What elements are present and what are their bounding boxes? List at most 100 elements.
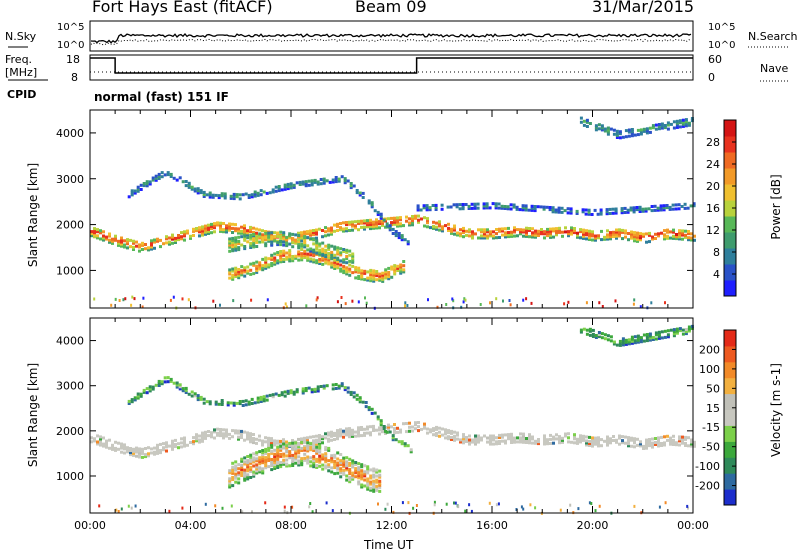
data-cell: [426, 225, 429, 229]
data-cell: [129, 449, 132, 452]
data-cell: [426, 217, 429, 221]
data-cell: [318, 442, 321, 446]
data-cell: [657, 232, 660, 236]
data-cell: [567, 232, 570, 236]
data-cell: [381, 273, 385, 277]
data-cell: [672, 438, 675, 442]
data-cell: [363, 219, 366, 223]
data-cell: [555, 433, 558, 437]
data-cell: [270, 451, 274, 455]
data-cell: [339, 430, 342, 434]
data-cell: [549, 437, 552, 441]
data-cell: [558, 230, 561, 234]
data-cell: [334, 180, 338, 184]
data-cell: [276, 451, 280, 455]
data-cell: [453, 501, 455, 505]
data-cell: [292, 185, 296, 189]
data-cell: [414, 421, 417, 425]
data-cell: [267, 233, 271, 237]
data-cell: [567, 230, 570, 234]
data-cell: [588, 229, 591, 233]
data-cell: [255, 260, 259, 264]
cpid-label: CPID: [7, 88, 37, 101]
data-cell: [659, 208, 663, 212]
data-cell: [207, 229, 210, 233]
data-cell: [240, 433, 243, 437]
data-cell: [585, 435, 588, 439]
data-cell: [300, 463, 304, 467]
data-cell: [399, 222, 402, 226]
data-cell: [195, 439, 198, 443]
data-cell: [234, 460, 238, 464]
data-cell: [232, 197, 236, 201]
data-cell: [555, 231, 558, 235]
colorbar-segment: [724, 457, 736, 474]
data-cell: [312, 465, 316, 469]
data-cell: [636, 336, 640, 340]
data-cell: [156, 447, 159, 451]
data-cell: [230, 504, 233, 508]
data-cell: [552, 229, 555, 233]
data-cell: [639, 132, 643, 136]
data-cell: [423, 224, 426, 228]
data-cell: [237, 246, 241, 250]
data-cell: [366, 219, 369, 223]
data-cell: [591, 232, 594, 236]
data-cell: [633, 231, 636, 235]
data-cell: [243, 270, 247, 274]
data-cell: [357, 266, 361, 270]
data-cell: [333, 455, 337, 459]
data-cell: [288, 253, 292, 257]
data-cell: [627, 232, 630, 235]
data-cell: [498, 229, 501, 233]
data-cell: [201, 433, 204, 437]
data-cell: [569, 207, 573, 211]
data-cell: [516, 234, 519, 238]
data-cell: [336, 252, 340, 256]
data-cell: [375, 428, 378, 432]
data-cell: [597, 442, 600, 446]
data-cell: [354, 463, 358, 466]
data-cell: [294, 254, 298, 258]
data-cell: [552, 435, 555, 439]
data-cell: [228, 485, 232, 489]
data-cell: [282, 446, 286, 450]
data-cell: [243, 247, 247, 251]
data-cell: [312, 435, 315, 439]
data-cell: [321, 262, 325, 266]
data-cell: [582, 434, 585, 438]
data-cell: [467, 204, 471, 208]
data-cell: [264, 242, 268, 246]
data-cell: [345, 223, 348, 227]
data-cell: [561, 440, 564, 444]
data-cell: [393, 266, 397, 270]
data-cell: [494, 206, 498, 210]
data-cell: [656, 208, 660, 212]
data-cell: [579, 438, 582, 442]
data-cell: [204, 434, 207, 438]
data-cell: [675, 331, 679, 335]
data-cell: [279, 461, 283, 464]
data-cell: [351, 434, 354, 438]
data-cell: [405, 215, 408, 219]
data-cell: [394, 230, 398, 233]
data-cell: [357, 466, 361, 470]
data-cell: [510, 232, 513, 236]
data-cell: [231, 245, 235, 249]
data-cell: [480, 436, 483, 440]
data-cell: [450, 227, 453, 231]
data-cell: [196, 191, 200, 195]
data-cell: [560, 210, 564, 214]
data-cell: [360, 273, 364, 277]
nave-tick-top: 60: [708, 53, 722, 66]
data-cell: [93, 227, 96, 231]
data-cell: [166, 173, 170, 177]
data-cell: [345, 268, 349, 272]
data-cell: [322, 179, 326, 183]
data-cell: [225, 430, 228, 434]
data-cell: [336, 229, 339, 232]
data-cell: [249, 469, 253, 473]
data-cell: [656, 206, 660, 210]
data-cell: [118, 299, 121, 302]
data-cell: [129, 238, 132, 242]
